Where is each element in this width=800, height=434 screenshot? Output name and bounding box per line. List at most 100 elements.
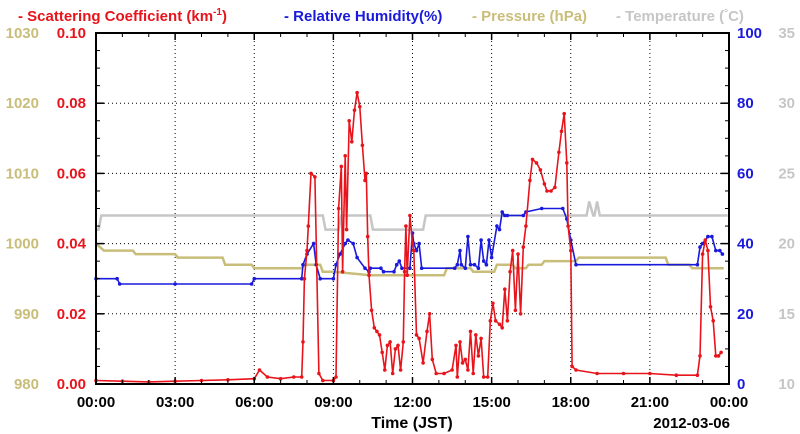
scattering-axis-tick-label: 0.00 [57, 376, 86, 393]
relative-humidity-point [484, 262, 489, 267]
scattering-coefficient-point [347, 119, 352, 123]
scattering-coefficient-point [321, 378, 325, 383]
scattering-coefficient-point [396, 343, 400, 348]
relative-humidity-point [468, 262, 473, 267]
scattering-axis-tick-label: 0.08 [57, 95, 86, 112]
humidity-axis-tick-label: 40 [737, 236, 754, 253]
scattering-coefficient-point [518, 312, 523, 316]
scattering-coefficient-point [401, 340, 406, 344]
relative-humidity-point [343, 241, 348, 246]
temperature-axis-tick-label: 35 [778, 25, 795, 42]
scattering-coefficient-point [463, 357, 468, 362]
relative-humidity-point [301, 262, 305, 267]
scattering-coefficient-point [364, 171, 369, 176]
scattering-coefficient-point [412, 248, 416, 253]
scattering-coefficient-point [375, 329, 379, 334]
scattering-coefficient-point [538, 168, 543, 172]
x-axis-title: Time (JST) [371, 415, 453, 432]
scattering-coefficient-point [417, 336, 421, 341]
scattering-coefficient-point [385, 343, 390, 348]
scattering-coefficient-point [410, 241, 415, 246]
scattering-coefficient-point [471, 371, 476, 376]
scattering-coefficient-point [521, 245, 526, 249]
scattering-coefficient-point [549, 189, 553, 193]
scattering-coefficient-point [719, 350, 723, 355]
relative-humidity-point [417, 241, 421, 246]
scattering-axis-tick-label: 0.06 [57, 165, 86, 182]
scattering-coefficient-point [455, 375, 460, 379]
scattering-coefficient-point [343, 154, 348, 158]
scattering-coefficient-point [481, 375, 486, 379]
scattering-coefficient-point [402, 269, 407, 274]
relative-humidity-point [173, 282, 177, 286]
scattering-coefficient-line [95, 92, 722, 383]
scattering-coefficient-point [493, 319, 498, 323]
relative-humidity-point [299, 276, 304, 281]
relative-humidity-point [539, 206, 544, 211]
scattering-coefficient-point [542, 182, 547, 186]
scattering-coefficient-point [363, 178, 367, 183]
scattering-coefficient-point [553, 185, 557, 190]
scattering-coefficient-point [421, 361, 425, 365]
x-tick-label: 21:00 [631, 394, 669, 411]
x-tick-label: 00:00 [710, 394, 748, 411]
relative-humidity-point [419, 266, 424, 271]
x-tick-label: 06:00 [235, 394, 273, 411]
scattering-coefficient-point [466, 368, 470, 372]
scattering-coefficient-point [369, 308, 374, 313]
x-tick-label: 09:00 [314, 394, 352, 411]
scattering-coefficient-point [299, 375, 304, 379]
relative-humidity-point [452, 266, 457, 271]
relative-humidity-point [479, 238, 483, 242]
relative-humidity-point [710, 234, 714, 239]
scattering-coefficient-point [365, 234, 370, 239]
series-layer [94, 90, 728, 384]
x-tick-label: 00:00 [77, 394, 115, 411]
scattering-coefficient-point [695, 373, 700, 378]
scattering-coefficient-point [574, 368, 578, 372]
pressure-axis-tick-label: 1020 [6, 95, 39, 112]
scattering-coefficient-point [398, 368, 403, 372]
x-tick-label: 12:00 [393, 394, 431, 411]
scattering-coefficient-point [404, 224, 408, 228]
relative-humidity-point [476, 266, 481, 271]
scattering-coefficient-point [500, 326, 505, 330]
scattering-coefficient-point [503, 287, 507, 292]
scattering-coefficient-point [565, 161, 569, 165]
relative-humidity-point [714, 248, 718, 253]
relative-humidity-point [115, 276, 119, 281]
scattering-coefficient-point [569, 248, 573, 253]
scattering-coefficient-point [524, 224, 528, 228]
relative-humidity-point [505, 213, 510, 218]
scattering-coefficient-point [427, 312, 432, 316]
scattering-coefficient-point [674, 373, 679, 378]
scattering-coefficient-point [265, 375, 270, 379]
scattering-coefficient-point [340, 269, 345, 274]
scattering-coefficient-point [339, 164, 344, 169]
scattering-coefficient-point [460, 361, 465, 365]
scattering-coefficient-point [534, 161, 539, 165]
legend-item: - Relative Humidity(%) [284, 8, 442, 25]
scattering-coefficient-point [562, 111, 566, 116]
scattering-coefficient-point [292, 375, 296, 379]
scattering-coefficient-point [530, 157, 535, 162]
scattering-axis-tick-label: 0.02 [57, 306, 86, 323]
relative-humidity-point [394, 262, 399, 267]
relative-humidity-point [331, 276, 336, 281]
scattering-coefficient-point [305, 248, 309, 253]
legend-item: - Temperature (°C) [616, 8, 744, 25]
legend-item: - Scattering Coefficient (km-1) [18, 7, 227, 25]
scattering-coefficient-point [226, 378, 230, 382]
scattering-coefficient-point [442, 371, 446, 376]
pressure-axis-tick-label: 1010 [6, 165, 39, 182]
scattering-coefficient-point [516, 252, 520, 256]
temperature-axis-tick-label: 15 [778, 306, 795, 323]
scattering-coefficient-point [425, 329, 429, 334]
scattering-coefficient-point [714, 354, 718, 358]
scattering-coefficient-point [545, 189, 549, 193]
scattering-coefficient-point [566, 224, 570, 228]
relative-humidity-point [338, 252, 342, 256]
relative-humidity-point [355, 255, 359, 260]
relative-humidity-point [392, 269, 396, 274]
